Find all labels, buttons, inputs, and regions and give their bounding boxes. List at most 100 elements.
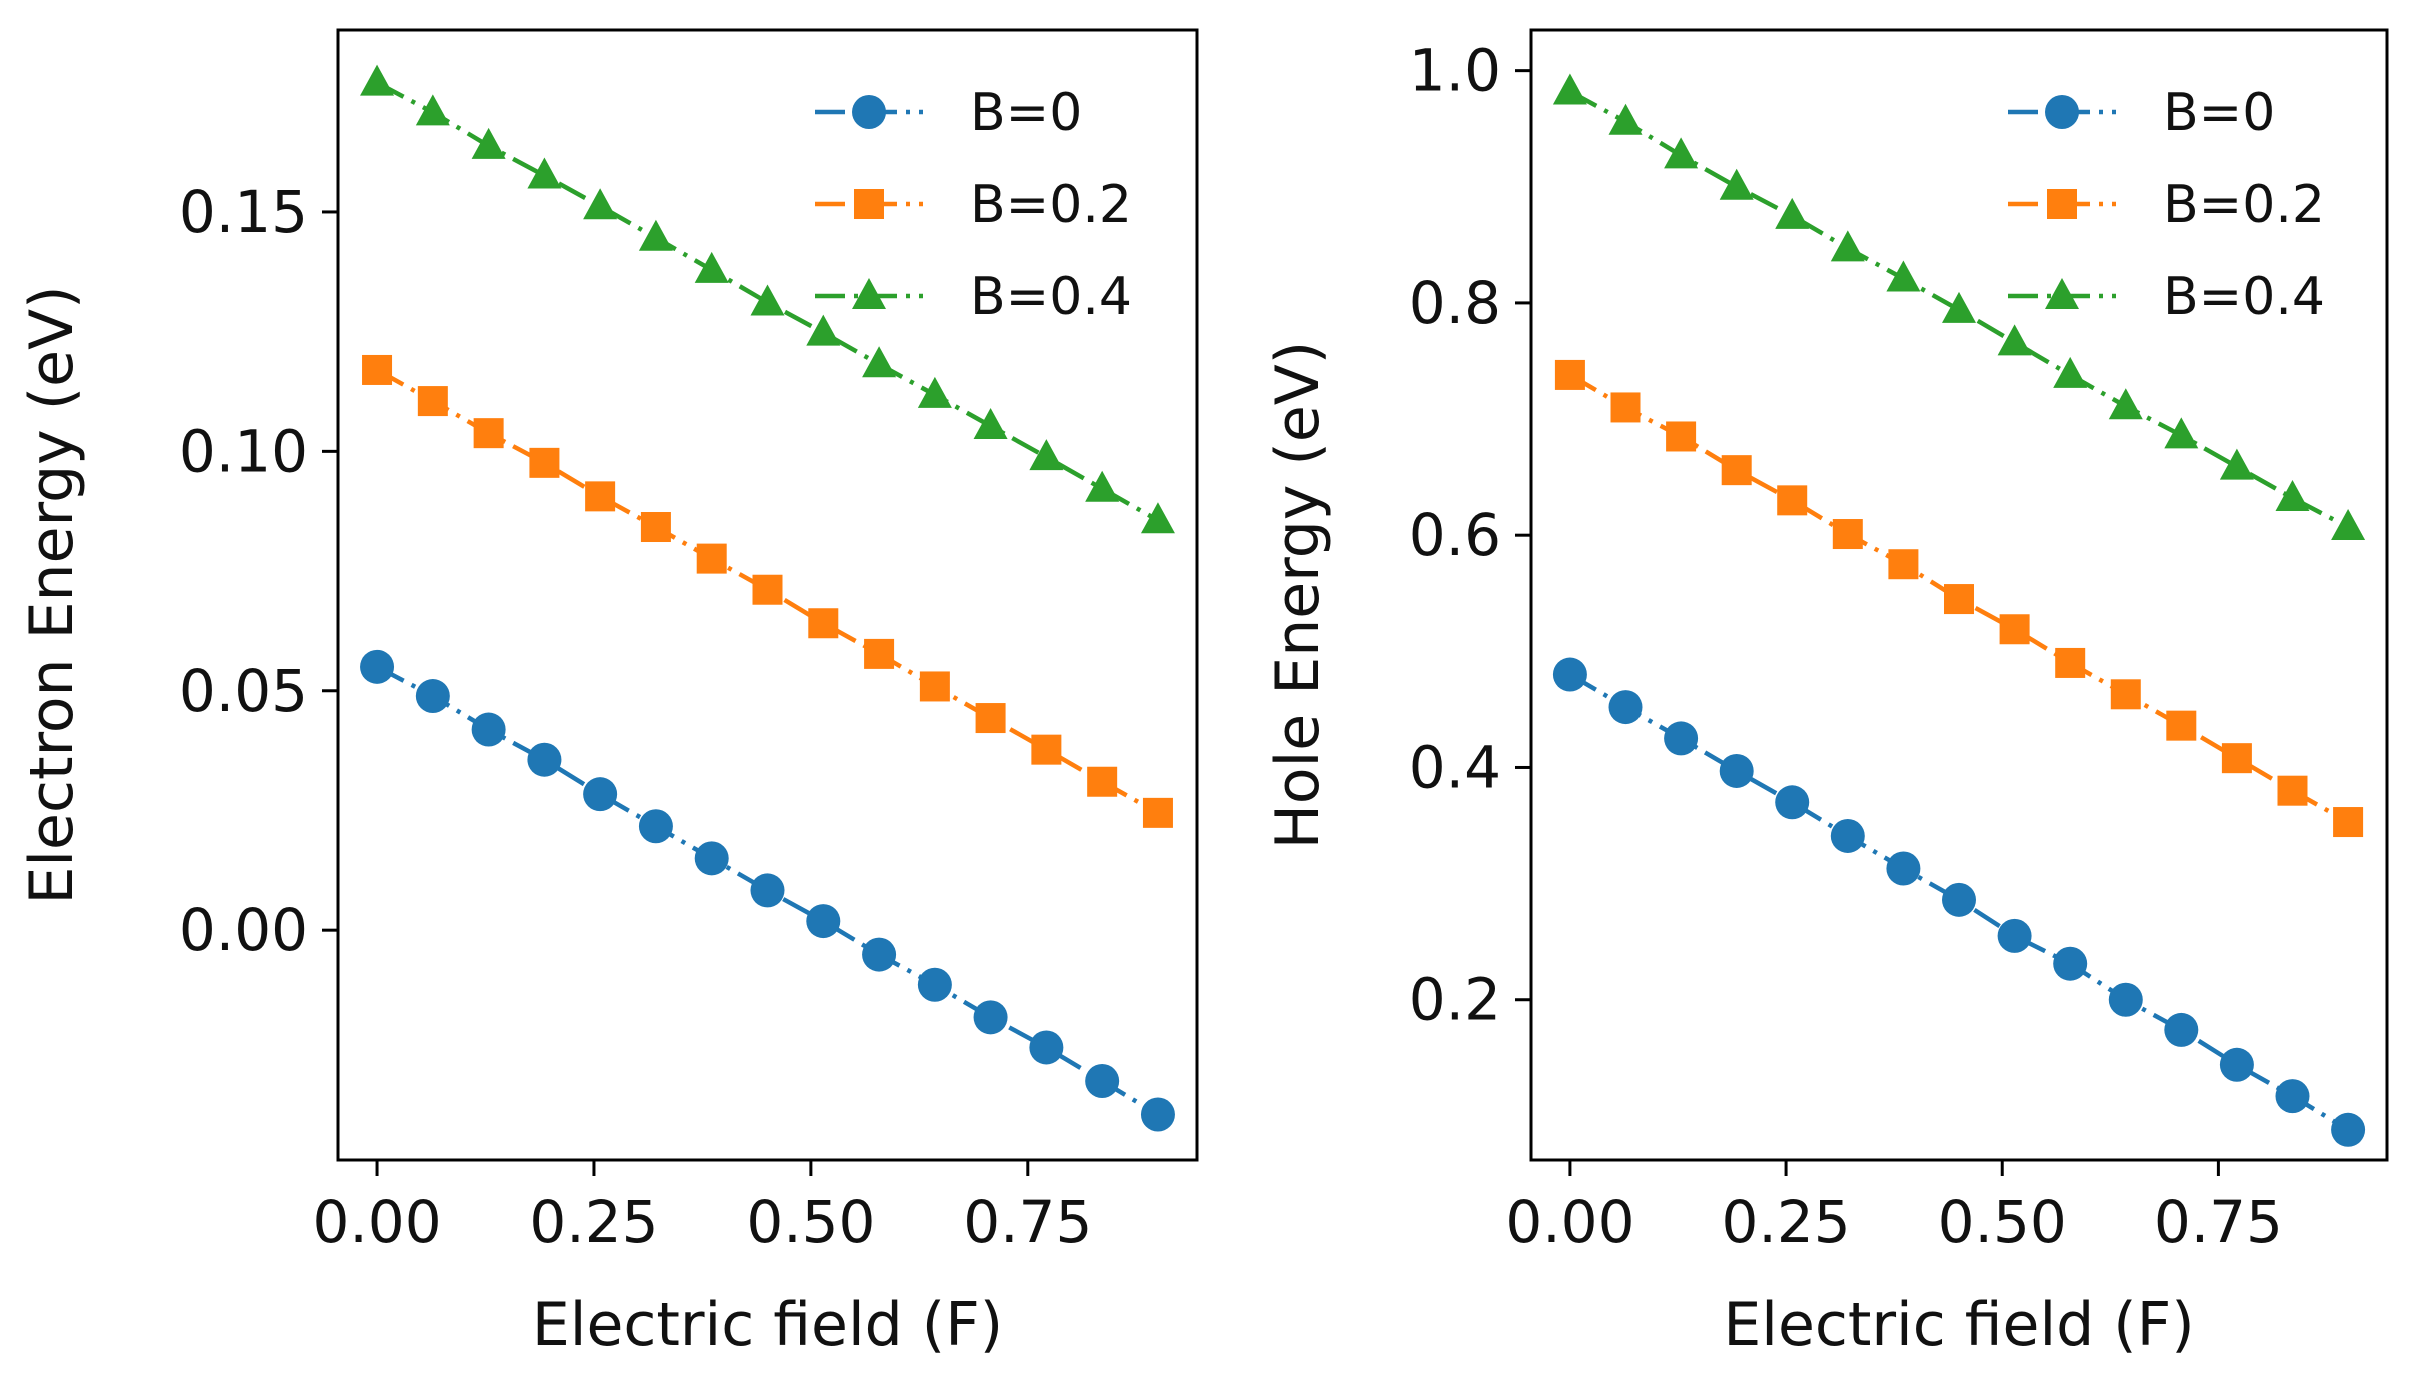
data-point <box>1888 549 1919 580</box>
data-point <box>1552 657 1587 692</box>
series-B=0 <box>360 649 1175 1132</box>
y-tick-label: 0.8 <box>1409 269 1501 337</box>
data-point <box>583 777 618 812</box>
data-point <box>2108 982 2143 1017</box>
y-axis-label: Hole Energy (eV) <box>1263 341 1333 849</box>
data-point <box>2219 1047 2254 1082</box>
data-point <box>415 679 450 714</box>
data-point <box>638 219 673 251</box>
data-point <box>585 481 616 512</box>
data-point <box>2331 509 2366 541</box>
data-point <box>1554 359 1585 390</box>
data-point <box>1664 721 1699 756</box>
data-point <box>1610 392 1641 423</box>
data-point <box>471 712 506 747</box>
data-point <box>806 904 841 939</box>
legend-label: B=0.4 <box>970 267 1132 327</box>
data-point <box>1775 785 1810 820</box>
data-point <box>1142 797 1173 828</box>
data-point <box>638 809 673 844</box>
data-point <box>473 418 504 449</box>
data-point <box>1999 614 2030 645</box>
data-point <box>1140 1097 1175 1132</box>
data-point <box>1029 1030 1064 1065</box>
data-point <box>2221 743 2252 774</box>
data-point <box>1031 734 1062 765</box>
series-B=0.2 <box>1554 359 2364 838</box>
data-point <box>527 742 562 777</box>
series-line <box>1568 672 2350 1132</box>
data-point <box>917 376 952 408</box>
data-point <box>2275 480 2310 512</box>
data-point <box>694 841 729 876</box>
y-tick-label: 0.2 <box>1409 966 1501 1034</box>
data-point <box>2219 448 2254 480</box>
data-point <box>808 608 839 639</box>
x-tick-label: 0.25 <box>529 1188 658 1256</box>
y-tick-label: 0.05 <box>179 657 308 725</box>
y-tick-label: 0.15 <box>179 178 308 246</box>
y-axis-label: Electron Energy (eV) <box>17 285 87 904</box>
data-point <box>919 671 950 702</box>
y-tick-label: 0.4 <box>1409 733 1501 801</box>
series-line <box>1568 372 2350 825</box>
data-point <box>1664 137 1699 169</box>
data-point <box>417 386 448 417</box>
y-tick-label: 0.10 <box>179 417 308 485</box>
data-point <box>1552 73 1587 105</box>
data-point <box>1719 753 1754 788</box>
data-point <box>1029 439 1064 471</box>
x-tick-label: 0.00 <box>1505 1188 1634 1256</box>
data-point <box>1140 502 1175 534</box>
series-line <box>376 664 1160 1117</box>
data-point <box>1832 519 1863 550</box>
data-point <box>2277 775 2308 806</box>
data-point <box>2331 1112 2366 1147</box>
data-point <box>1886 260 1921 292</box>
series-B=0.2 <box>362 354 1173 828</box>
data-point <box>2164 417 2199 449</box>
legend-label: B=0.4 <box>2163 267 2325 327</box>
data-point <box>1719 168 1754 200</box>
data-point <box>2333 807 2364 838</box>
hole-axes-frame <box>1529 28 2389 1162</box>
legend-marker <box>854 189 884 219</box>
data-point <box>1944 584 1974 615</box>
data-point <box>527 157 562 189</box>
x-axis-label: Electric field (F) <box>1723 1290 2194 1360</box>
data-point <box>1942 291 1976 323</box>
legend-marker <box>852 278 886 309</box>
data-point <box>1087 766 1118 797</box>
y-tick-label: 0.6 <box>1409 501 1501 569</box>
data-point <box>1997 324 2032 356</box>
data-point <box>973 1000 1008 1035</box>
electron-energy-panel: 0.00 0.25 0.50 0.75 0.00 0.05 0.10 0.15 Electric… <box>17 28 1199 1360</box>
data-point <box>640 512 671 543</box>
x-tick-label: 0.75 <box>963 1188 1092 1256</box>
legend-marker <box>852 95 886 129</box>
legend-label: B=0 <box>970 83 1082 143</box>
series-line <box>375 80 1160 523</box>
x-tick-label: 0.75 <box>2154 1188 2283 1256</box>
x-tick-label: 0.25 <box>1722 1188 1851 1256</box>
data-point <box>1608 103 1643 135</box>
data-point <box>529 447 560 478</box>
data-point <box>752 574 783 605</box>
data-point <box>1942 882 1976 917</box>
legend-label: B=0.2 <box>970 175 1132 235</box>
data-point <box>1666 421 1697 452</box>
x-tick-label: 0.00 <box>312 1188 441 1256</box>
data-point <box>362 354 393 385</box>
data-point <box>973 407 1008 439</box>
data-point <box>2110 679 2141 710</box>
x-axis-label: Electric field (F) <box>532 1290 1003 1360</box>
data-point <box>1608 690 1643 725</box>
data-point <box>1830 230 1865 262</box>
data-point <box>862 937 897 972</box>
legend-label: B=0 <box>2163 83 2275 143</box>
data-point <box>1830 818 1865 853</box>
data-point <box>806 314 841 346</box>
data-point <box>975 703 1006 734</box>
data-point <box>1085 470 1120 502</box>
